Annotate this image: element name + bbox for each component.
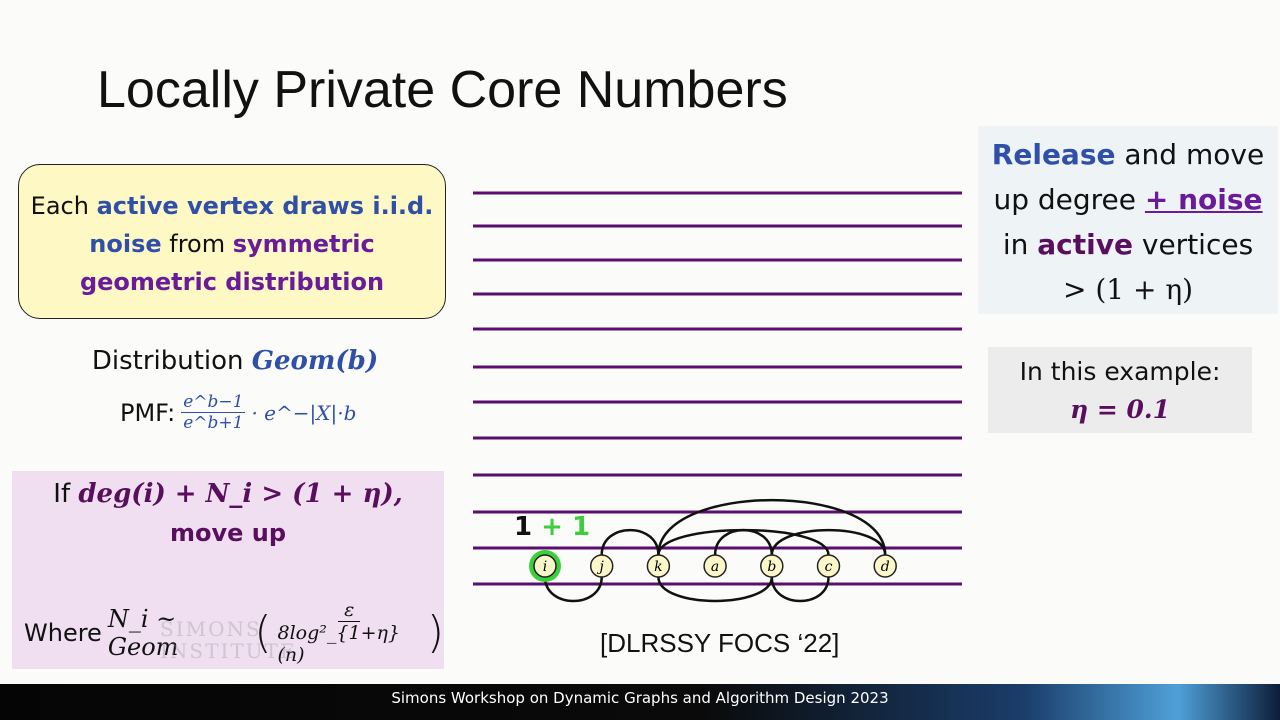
text: from (161, 230, 233, 258)
node-j (589, 554, 614, 578)
move-up-text: move up (169, 519, 287, 547)
degree-label: 1 + 1 (514, 512, 590, 542)
text: Each (30, 192, 97, 220)
text: Distribution (91, 346, 252, 376)
fraction: ε 8log²_{1+η}(n) (278, 599, 421, 666)
footer-banner: Simons Workshop on Dynamic Graphs and Al… (0, 684, 1280, 720)
denominator: e^b+1 (183, 413, 244, 433)
node-b (760, 554, 784, 578)
text: and move (1115, 138, 1265, 171)
slide-title: Locally Private Core Numbers (97, 61, 788, 119)
node-a (703, 554, 727, 578)
node-label: c (825, 559, 833, 575)
simons-institute-watermark: SIMONS INSTITUTE (160, 618, 296, 662)
node-c (816, 554, 841, 578)
math: · e^−|X|·b (251, 400, 357, 425)
node-d (873, 554, 897, 578)
text: If (53, 479, 79, 509)
move-up-rule-box: If deg(i) + N_i > (1 + η), move up Where… (12, 471, 444, 669)
edge-j-k (600, 528, 660, 556)
condition: If deg(i) + N_i > (1 + η), (12, 479, 444, 509)
text: Release (991, 138, 1116, 171)
node-label: j (597, 559, 605, 575)
text: INSTITUTE (160, 639, 297, 663)
node-label: a (711, 559, 719, 575)
edge-i-j (543, 576, 603, 602)
node-label: i (543, 559, 547, 575)
text: active (1037, 228, 1133, 261)
node-i (533, 554, 557, 578)
numerator: ε (338, 599, 361, 622)
pmf-formula: PMF: e^b−1 e^b+1 · e^−|X|·b (120, 392, 356, 433)
example-box: In this example: η = 0.1 (988, 347, 1252, 433)
edge-k-b (657, 576, 774, 603)
text: noise (89, 230, 162, 258)
math: deg(i) + N_i > (1 + η), (78, 479, 403, 509)
paren: ) (426, 607, 444, 658)
noise-description-box: Each active vertex draws i.i.d. noise fr… (18, 164, 446, 319)
text: symmetric (232, 230, 375, 258)
text: + 1 (541, 512, 591, 542)
edge-b-c (770, 576, 830, 602)
text: in (1002, 228, 1038, 261)
math: N_i ~ Geom (107, 604, 179, 661)
edge-k-c (657, 528, 830, 556)
text: PMF: (120, 398, 176, 427)
math: Geom(b) (251, 346, 379, 376)
node-label: k (654, 559, 662, 575)
edge-a-b (713, 528, 774, 556)
text: SIMONS (160, 617, 262, 641)
paren: ( (254, 607, 272, 658)
edge-k-d (657, 498, 887, 556)
text: vertices (1132, 228, 1254, 261)
math: > (1 + η) (1062, 273, 1194, 306)
node-label: d (881, 559, 890, 575)
fraction: e^b−1 e^b+1 (181, 392, 246, 433)
release-box: Release and move up degree + noise in ac… (978, 126, 1278, 314)
distribution-heading: Distribution Geom(b) (0, 346, 470, 376)
text: In this example: (1019, 357, 1221, 386)
where-formula: Where N_i ~ Geom ( ε 8log²_{1+η}(n) ) (24, 599, 444, 666)
text: + noise (1144, 183, 1263, 216)
text: active vertex draws i.i.d. (96, 192, 434, 220)
numerator: e^b−1 (181, 392, 246, 413)
text: up degree (993, 183, 1145, 216)
text: 1 (514, 512, 533, 542)
node-label: b (767, 559, 776, 575)
text: Where (24, 618, 102, 647)
node-k (646, 554, 671, 578)
text: geometric distribution (79, 268, 385, 296)
denominator: 8log²_{1+η}(n) (277, 622, 400, 666)
math: η = 0.1 (1069, 395, 1171, 424)
citation: [DLRSSY FOCS ‘22] (600, 628, 840, 658)
edge-b-d (770, 528, 887, 556)
